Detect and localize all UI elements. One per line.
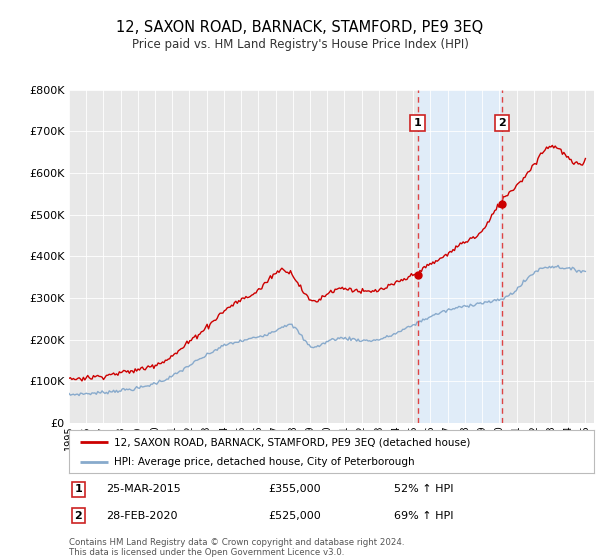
Text: 28-FEB-2020: 28-FEB-2020 — [106, 511, 177, 521]
Text: £355,000: £355,000 — [269, 484, 321, 494]
Text: Price paid vs. HM Land Registry's House Price Index (HPI): Price paid vs. HM Land Registry's House … — [131, 38, 469, 51]
Text: 2: 2 — [499, 118, 506, 128]
Text: 25-MAR-2015: 25-MAR-2015 — [106, 484, 181, 494]
Text: 69% ↑ HPI: 69% ↑ HPI — [395, 511, 454, 521]
Text: 12, SAXON ROAD, BARNACK, STAMFORD, PE9 3EQ (detached house): 12, SAXON ROAD, BARNACK, STAMFORD, PE9 3… — [113, 437, 470, 447]
Text: Contains HM Land Registry data © Crown copyright and database right 2024.
This d: Contains HM Land Registry data © Crown c… — [69, 538, 404, 557]
Text: 1: 1 — [413, 118, 421, 128]
Text: HPI: Average price, detached house, City of Peterborough: HPI: Average price, detached house, City… — [113, 457, 414, 467]
Text: 2: 2 — [74, 511, 82, 521]
Bar — [418, 90, 502, 423]
Text: 52% ↑ HPI: 52% ↑ HPI — [395, 484, 454, 494]
Text: £525,000: £525,000 — [269, 511, 321, 521]
Text: 1: 1 — [74, 484, 82, 494]
Text: 12, SAXON ROAD, BARNACK, STAMFORD, PE9 3EQ: 12, SAXON ROAD, BARNACK, STAMFORD, PE9 3… — [116, 20, 484, 35]
